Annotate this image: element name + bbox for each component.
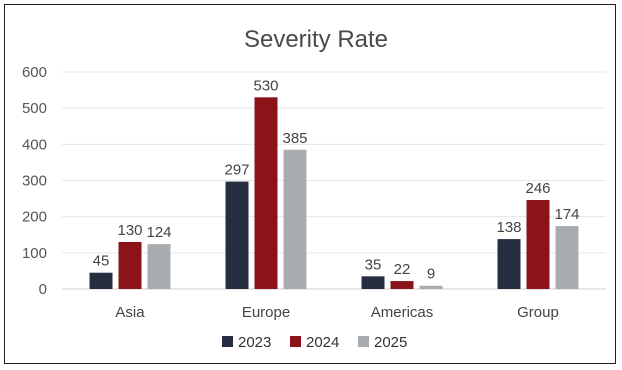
y-tick-label: 0 <box>39 281 47 298</box>
y-tick-label: 100 <box>22 245 47 262</box>
data-label: 45 <box>93 253 110 270</box>
category-label: Europe <box>242 304 290 321</box>
bar-asia-2023 <box>89 272 113 289</box>
gridlines <box>62 71 606 290</box>
y-tick-label: 200 <box>22 209 47 226</box>
data-label: 9 <box>427 266 435 283</box>
legend: 2023 2024 2025 <box>222 334 407 351</box>
chart-title: Severity Rate <box>244 26 388 53</box>
data-label: 530 <box>253 77 278 94</box>
data-label: 246 <box>525 180 550 197</box>
bar-europe-2024 <box>254 97 278 289</box>
data-label: 22 <box>394 261 411 278</box>
legend-label: 2024 <box>306 334 339 351</box>
legend-swatch <box>290 336 301 347</box>
y-tick-label: 500 <box>22 100 47 117</box>
bar-americas-2025 <box>419 285 443 289</box>
bar-europe-2025 <box>283 149 307 289</box>
bar-asia-2025 <box>147 244 171 289</box>
y-tick-label: 400 <box>22 136 47 153</box>
y-axis-ticks: 0 100 200 300 400 500 600 <box>22 64 47 298</box>
bar-asia-2024 <box>118 241 142 289</box>
data-label: 138 <box>496 219 521 236</box>
category-label: Americas <box>371 304 434 321</box>
legend-label: 2025 <box>374 334 407 351</box>
data-label: 174 <box>554 206 579 223</box>
data-label: 124 <box>146 224 171 241</box>
category-label: Asia <box>115 304 145 321</box>
data-label: 385 <box>282 130 307 147</box>
chart-frame <box>4 4 616 364</box>
category-labels: Asia Europe Americas Group <box>115 304 558 321</box>
legend-label: 2023 <box>238 334 271 351</box>
bar-europe-2023 <box>225 181 249 289</box>
data-label: 297 <box>224 162 249 179</box>
y-tick-label: 300 <box>22 173 47 190</box>
bar-americas-2024 <box>390 281 414 289</box>
bar-group-2023 <box>497 239 521 289</box>
bar-group-2024 <box>526 200 550 289</box>
y-tick-label: 600 <box>22 64 47 81</box>
legend-swatch <box>358 336 369 347</box>
bars <box>89 97 579 289</box>
legend-swatch <box>222 336 233 347</box>
bar-americas-2023 <box>361 276 385 289</box>
bar-group-2025 <box>555 226 579 289</box>
category-label: Group <box>517 304 559 321</box>
data-label: 35 <box>365 256 382 273</box>
data-label: 130 <box>117 222 142 239</box>
